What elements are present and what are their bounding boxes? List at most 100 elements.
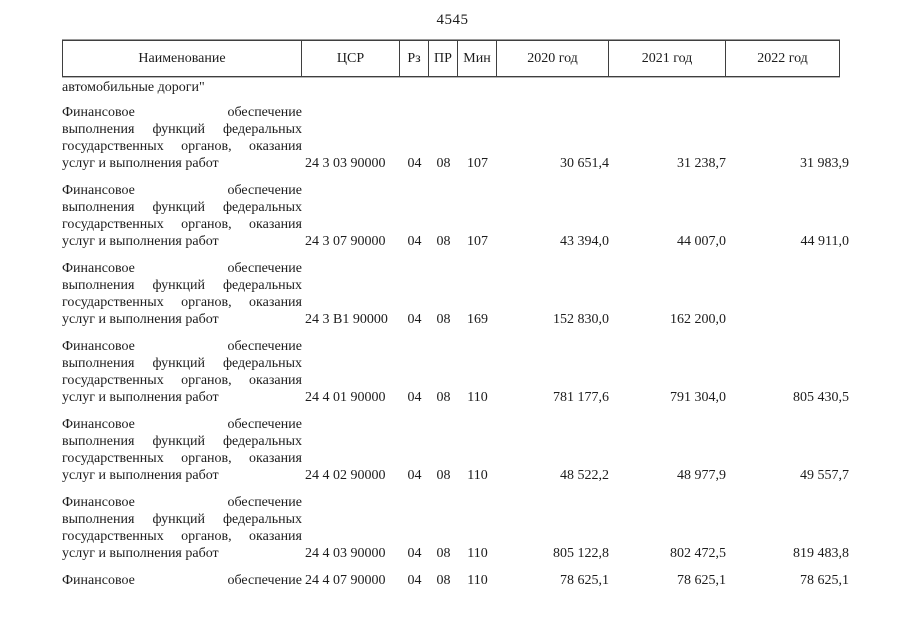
table-row: Финансовое обеспечение выполнения функций… — [62, 260, 852, 328]
carryover-text: автомобильные дороги" — [62, 80, 205, 95]
table-row: Финансовое обеспечение 24 4 07 90000 04 … — [62, 572, 852, 589]
row-csr: 24 4 03 90000 — [305, 546, 386, 561]
column-header-min: Мин — [458, 41, 497, 76]
row-csr: 24 4 07 90000 — [305, 573, 386, 588]
row-name: Финансовое обеспечение — [62, 572, 302, 589]
row-pr: 08 — [436, 573, 451, 588]
row-name-line: государственных органов, оказания — [62, 451, 302, 466]
row-csr: 24 4 01 90000 — [305, 390, 386, 405]
column-header-name: Наименование — [63, 41, 302, 76]
row-rz: 04 — [407, 312, 422, 327]
row-pr: 08 — [436, 234, 451, 249]
row-2020: 30 651,4 — [560, 156, 609, 171]
row-name-line: Финансовое обеспечение — [62, 183, 302, 198]
column-header-csr: ЦСР — [302, 41, 400, 76]
row-2022: 78 625,1 — [800, 573, 849, 588]
row-csr: 24 3 03 90000 — [305, 156, 386, 171]
row-name-line: государственных органов, оказания — [62, 373, 302, 388]
table-row: Финансовое обеспечение выполнения функций… — [62, 104, 852, 172]
row-2021: 48 977,9 — [677, 468, 726, 483]
row-2021: 791 304,0 — [670, 390, 726, 405]
row-pr: 08 — [436, 156, 451, 171]
row-name-line: выполнения функций федеральных — [62, 356, 302, 371]
row-name-line: выполнения функций федеральных — [62, 434, 302, 449]
row-name-line: Финансовое обеспечение — [62, 339, 302, 354]
column-header-rz: Рз — [400, 41, 429, 76]
row-name-line: услуг и выполнения работ — [62, 312, 219, 327]
row-name-line: государственных органов, оказания — [62, 295, 302, 310]
row-name: Финансовое обеспечение выполнения функций… — [62, 416, 302, 484]
row-min: 110 — [467, 390, 488, 405]
row-name-line: выполнения функций федеральных — [62, 200, 302, 215]
row-name-line: государственных органов, оказания — [62, 529, 302, 544]
row-2022: 805 430,5 — [793, 390, 849, 405]
row-pr: 08 — [436, 546, 451, 561]
row-2020: 78 625,1 — [560, 573, 609, 588]
row-name-line: Финансовое обеспечение — [62, 573, 302, 588]
row-name-line: Финансовое обеспечение — [62, 495, 302, 510]
row-name: Финансовое обеспечение выполнения функций… — [62, 104, 302, 172]
column-header-pr: ПР — [429, 41, 458, 76]
row-name: Финансовое обеспечение выполнения функций… — [62, 494, 302, 562]
row-pr: 08 — [436, 312, 451, 327]
row-csr: 24 4 02 90000 — [305, 468, 386, 483]
table-row: Финансовое обеспечение выполнения функций… — [62, 416, 852, 484]
row-pr: 08 — [436, 390, 451, 405]
row-rz: 04 — [407, 546, 422, 561]
row-name-line: услуг и выполнения работ — [62, 234, 219, 249]
column-header-2020: 2020 год — [497, 41, 609, 76]
table-row: Финансовое обеспечение выполнения функций… — [62, 338, 852, 406]
table-row: Финансовое обеспечение выполнения функций… — [62, 494, 852, 562]
row-2021: 802 472,5 — [670, 546, 726, 561]
row-2022: 31 983,9 — [800, 156, 849, 171]
table-body: Финансовое обеспечение выполнения функций… — [62, 104, 852, 599]
row-min: 107 — [467, 156, 488, 171]
row-name-line: выполнения функций федеральных — [62, 122, 302, 137]
row-min: 110 — [467, 573, 488, 588]
row-csr: 24 3 07 90000 — [305, 234, 386, 249]
row-name-line: Финансовое обеспечение — [62, 261, 302, 276]
row-2020: 781 177,6 — [553, 390, 609, 405]
row-name-line: Финансовое обеспечение — [62, 417, 302, 432]
column-header-2021: 2021 год — [609, 41, 726, 76]
row-pr: 08 — [436, 468, 451, 483]
row-2022: 819 483,8 — [793, 546, 849, 561]
row-name-line: услуг и выполнения работ — [62, 546, 219, 561]
row-name: Финансовое обеспечение выполнения функций… — [62, 260, 302, 328]
row-name: Финансовое обеспечение выполнения функций… — [62, 338, 302, 406]
row-name: Финансовое обеспечение выполнения функций… — [62, 182, 302, 250]
row-2021: 31 238,7 — [677, 156, 726, 171]
row-rz: 04 — [407, 573, 422, 588]
row-min: 110 — [467, 546, 488, 561]
row-name-line: услуг и выполнения работ — [62, 156, 219, 171]
row-2021: 78 625,1 — [677, 573, 726, 588]
row-name-line: услуг и выполнения работ — [62, 390, 219, 405]
row-name-line: выполнения функций федеральных — [62, 512, 302, 527]
row-2020: 805 122,8 — [553, 546, 609, 561]
row-2022: 44 911,0 — [800, 234, 849, 249]
row-2021: 44 007,0 — [677, 234, 726, 249]
row-name-line: Финансовое обеспечение — [62, 105, 302, 120]
row-min: 107 — [467, 234, 488, 249]
row-2022: 49 557,7 — [800, 468, 849, 483]
row-2020: 152 830,0 — [553, 312, 609, 327]
table-row: Финансовое обеспечение выполнения функций… — [62, 182, 852, 250]
row-rz: 04 — [407, 468, 422, 483]
row-csr: 24 3 В1 90000 — [305, 312, 388, 327]
row-rz: 04 — [407, 234, 422, 249]
row-name-line: услуг и выполнения работ — [62, 468, 219, 483]
row-min: 110 — [467, 468, 488, 483]
row-name-line: выполнения функций федеральных — [62, 278, 302, 293]
column-header-2022: 2022 год — [757, 50, 808, 66]
page-number: 4545 — [436, 12, 469, 28]
row-name-line: государственных органов, оказания — [62, 139, 302, 154]
table-header-row: Наименование ЦСР Рз ПР Мин 2020 год 2021… — [62, 40, 840, 77]
row-name-line: государственных органов, оказания — [62, 217, 302, 232]
row-2020: 48 522,2 — [560, 468, 609, 483]
row-rz: 04 — [407, 156, 422, 171]
row-2021: 162 200,0 — [670, 312, 726, 327]
row-min: 169 — [467, 312, 488, 327]
row-rz: 04 — [407, 390, 422, 405]
row-2020: 43 394,0 — [560, 234, 609, 249]
